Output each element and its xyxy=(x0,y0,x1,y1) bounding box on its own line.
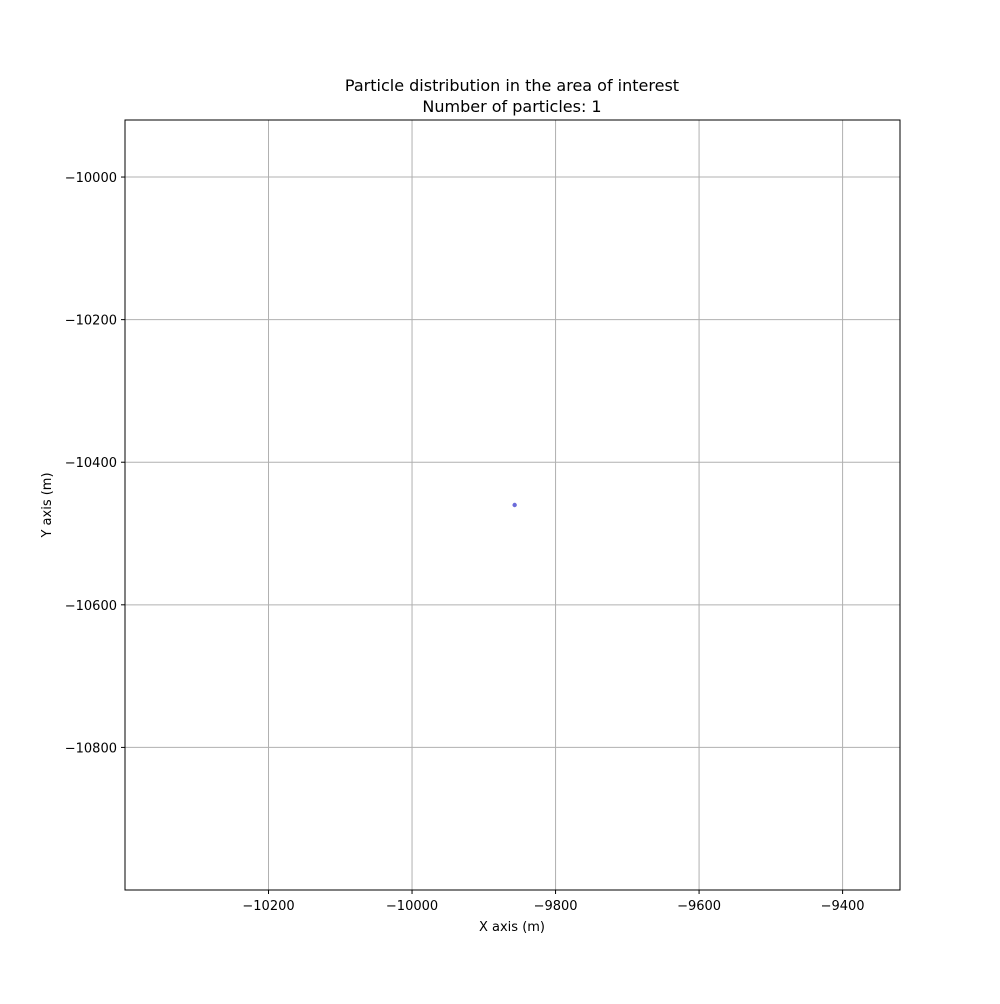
x-axis-ticks: −10200 −10000 −9800 −9600 −9400 xyxy=(242,890,865,914)
x-tick-label: −10200 xyxy=(242,899,294,914)
y-tick-label: −10400 xyxy=(65,456,117,471)
chart-subtitle: Number of particles: 1 xyxy=(422,97,601,116)
x-axis-label: X axis (m) xyxy=(479,920,545,935)
chart-title: Particle distribution in the area of int… xyxy=(345,76,679,95)
y-tick-label: −10800 xyxy=(65,741,117,756)
particle-point xyxy=(512,502,517,508)
x-tick-label: −10000 xyxy=(386,899,438,914)
y-tick-label: −10200 xyxy=(65,314,117,329)
y-axis-label: Y axis (m) xyxy=(40,472,55,538)
x-tick-label: −9600 xyxy=(677,899,721,914)
plot-area-frame xyxy=(124,119,901,891)
y-tick-label: −10600 xyxy=(65,599,117,614)
y-axis-ticks: −10000 −10200 −10400 −10600 −10800 xyxy=(65,171,125,756)
grid-lines xyxy=(125,120,900,890)
x-tick-label: −9800 xyxy=(534,899,578,914)
y-tick-label: −10000 xyxy=(65,171,117,186)
data-points xyxy=(512,502,517,508)
x-tick-label: −9400 xyxy=(821,899,865,914)
